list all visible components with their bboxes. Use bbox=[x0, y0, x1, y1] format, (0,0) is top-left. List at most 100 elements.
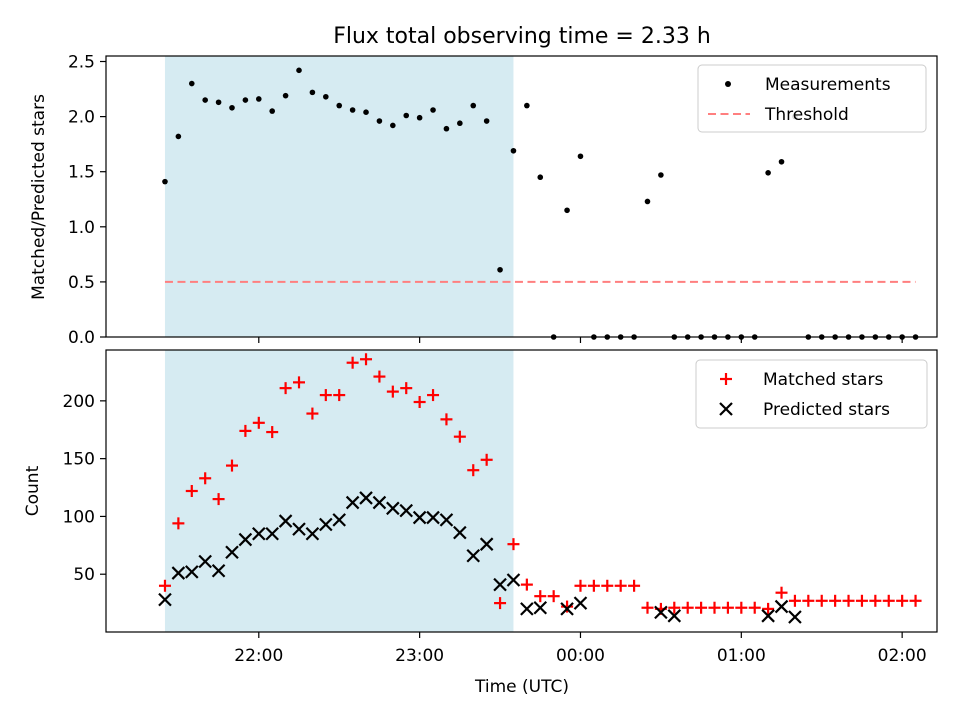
measurement-point bbox=[363, 109, 369, 115]
top-legend-box bbox=[697, 64, 927, 133]
x-tick-label: 00:00 bbox=[556, 646, 605, 666]
matched-star-point bbox=[882, 594, 895, 607]
predicted-star-point bbox=[412, 510, 427, 525]
measurement-point bbox=[175, 133, 182, 140]
matched-star-point bbox=[896, 594, 909, 607]
predicted-star-point bbox=[332, 513, 346, 527]
predicted-star-point bbox=[198, 554, 212, 569]
measurement-point bbox=[390, 122, 396, 129]
matched-star-point bbox=[909, 594, 922, 607]
top-x-axis-ticks bbox=[258, 337, 903, 343]
predicted-star-point bbox=[345, 495, 360, 510]
matched-star-point bbox=[480, 453, 493, 466]
predicted-star-point bbox=[560, 602, 574, 616]
predicted-star-point bbox=[667, 609, 682, 623]
legend-predicted-marker bbox=[719, 402, 733, 416]
top-shaded-span bbox=[164, 56, 514, 337]
matched-star-point bbox=[601, 579, 614, 592]
top-plot-panel: 0.0 0.5 1.0 1.5 2.0 2.5 Matched/Predicted sta… bbox=[29, 53, 938, 348]
predicted-star-point bbox=[278, 514, 293, 528]
bottom-plot-frame bbox=[105, 349, 938, 633]
predicted-star-point bbox=[292, 522, 306, 536]
matched-star-point bbox=[520, 578, 533, 591]
predicted-star-point bbox=[225, 545, 239, 560]
predicted-star-point bbox=[533, 600, 548, 615]
bottom-y-tick-label: 200 bbox=[63, 392, 95, 412]
measurement-point bbox=[765, 170, 771, 176]
matched-star-point bbox=[708, 601, 721, 614]
measurement-point bbox=[229, 104, 235, 111]
predicted-star-point bbox=[506, 573, 521, 587]
matched-star-point bbox=[306, 407, 319, 420]
predicted-star-point bbox=[252, 526, 266, 541]
matched-star-point bbox=[319, 389, 332, 402]
measurement-point bbox=[430, 107, 436, 113]
predicted-star-point bbox=[185, 565, 199, 579]
bottom-y-axis-ticks: 50 100 150 200 bbox=[63, 392, 106, 585]
bottom-y-tick-label: 150 bbox=[63, 450, 95, 470]
matched-star-point bbox=[802, 594, 815, 607]
measurement-point bbox=[296, 67, 302, 74]
bottom-legend: Matched stars Predicted stars bbox=[695, 359, 928, 429]
bottom-x-axis-ticks: 22:00 23:00 00:00 01:00 02:00 bbox=[234, 632, 927, 666]
matched-star-point bbox=[333, 389, 346, 402]
measurement-point bbox=[483, 118, 490, 124]
predicted-stars-points bbox=[158, 491, 802, 624]
matched-star-point bbox=[453, 430, 466, 443]
matched-star-point bbox=[494, 597, 507, 610]
matched-star-point bbox=[762, 602, 775, 615]
predicted-star-point bbox=[479, 537, 494, 551]
matched-star-point bbox=[266, 426, 279, 439]
measurement-point bbox=[644, 198, 651, 205]
top-y-axis-label: Matched/Predicted stars bbox=[29, 94, 49, 300]
measurement-point bbox=[416, 114, 423, 121]
predicted-star-point bbox=[493, 577, 507, 592]
x-tick-label: 23:00 bbox=[395, 646, 444, 666]
predicted-star-point bbox=[211, 563, 226, 578]
measurement-point bbox=[403, 112, 410, 119]
matched-star-point bbox=[641, 601, 654, 614]
matched-star-point bbox=[681, 601, 694, 614]
x-tick-label: 02:00 bbox=[878, 646, 927, 666]
measurement-point bbox=[524, 102, 530, 109]
top-y-tick-label: 1.5 bbox=[68, 163, 95, 183]
top-legend: Measurements Threshold bbox=[697, 64, 927, 133]
measurement-point bbox=[336, 102, 343, 109]
bottom-y-axis-label: Count bbox=[23, 465, 43, 516]
predicted-star-point bbox=[399, 503, 414, 518]
matched-star-point bbox=[225, 459, 238, 472]
measurement-point bbox=[323, 93, 329, 100]
predicted-star-point bbox=[386, 501, 400, 516]
measurement-point bbox=[778, 158, 785, 165]
matched-star-point bbox=[427, 389, 440, 402]
top-y-tick-label: 0.5 bbox=[68, 273, 95, 293]
matched-star-point bbox=[815, 594, 828, 607]
matched-star-point bbox=[775, 586, 788, 599]
matched-stars-points bbox=[158, 353, 922, 615]
predicted-star-point bbox=[359, 491, 373, 505]
predicted-star-point bbox=[774, 599, 789, 614]
measurement-point bbox=[376, 118, 383, 124]
measurement-point bbox=[162, 178, 168, 185]
measurement-point bbox=[242, 97, 249, 103]
predicted-star-point bbox=[238, 532, 253, 547]
measurement-point bbox=[202, 97, 208, 103]
measurement-point bbox=[510, 147, 517, 154]
matched-star-point bbox=[386, 385, 399, 398]
measurement-point bbox=[215, 99, 222, 106]
matched-star-point bbox=[413, 396, 426, 409]
matched-star-point bbox=[842, 594, 855, 607]
matched-star-point bbox=[212, 493, 225, 506]
predicted-star-point bbox=[573, 596, 588, 610]
predicted-star-point bbox=[788, 610, 802, 624]
matched-star-point bbox=[668, 601, 681, 614]
top-y-tick-label: 2.0 bbox=[68, 108, 95, 128]
matched-star-point bbox=[467, 464, 480, 477]
matched-star-point bbox=[400, 382, 413, 395]
measurement-point bbox=[457, 120, 463, 127]
matched-star-point bbox=[360, 353, 373, 366]
legend-measurements-label: Measurements bbox=[765, 75, 891, 95]
legend-measurements-marker bbox=[725, 81, 731, 87]
measurement-point bbox=[443, 125, 450, 132]
